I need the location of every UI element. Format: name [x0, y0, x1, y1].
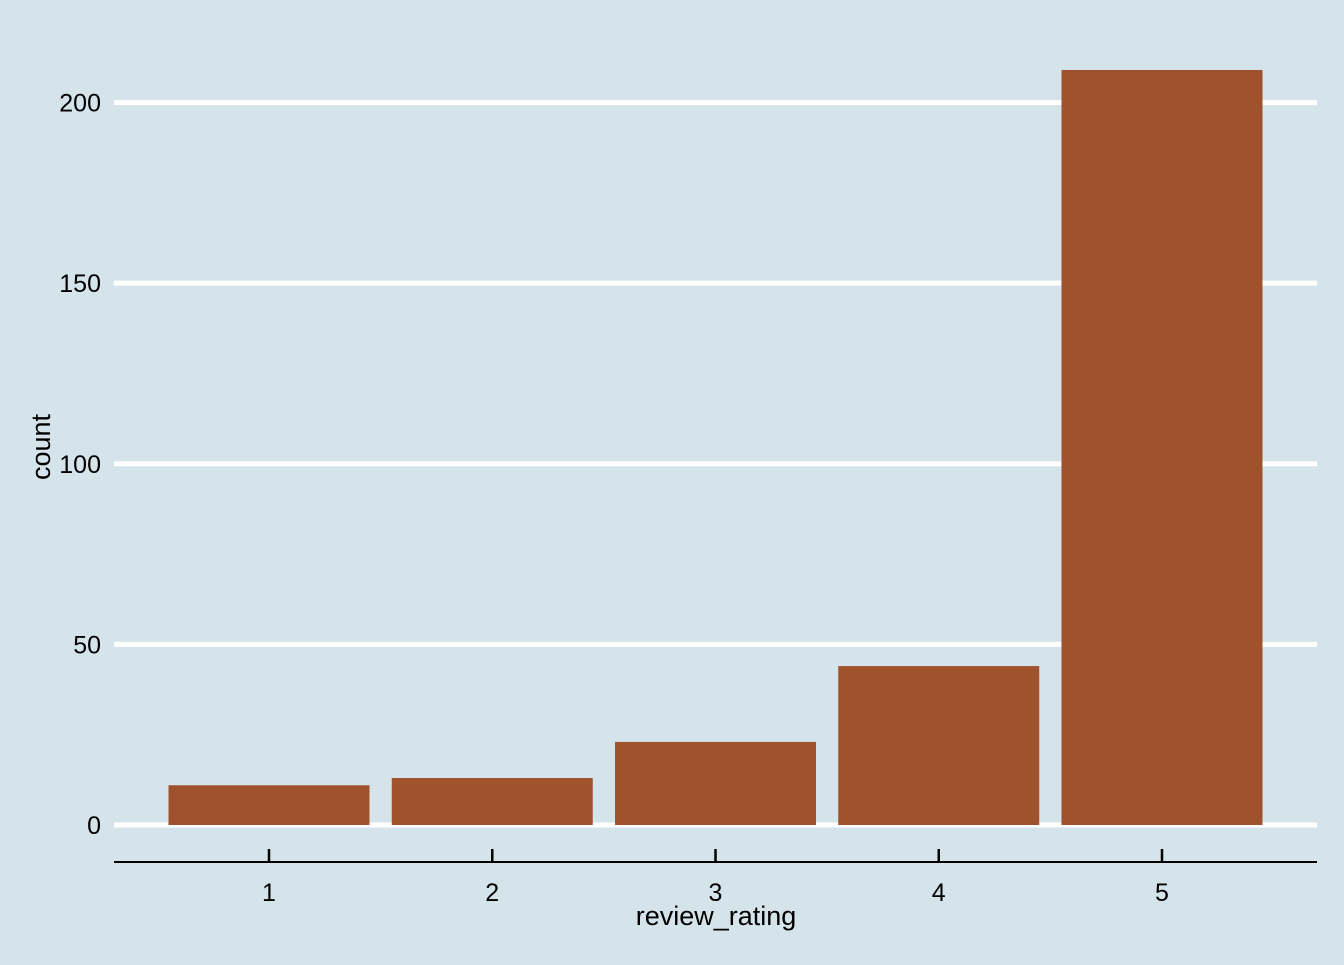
- bar-3: [615, 741, 816, 825]
- x-tick-label: 1: [262, 879, 276, 907]
- x-tick-label: 5: [1155, 879, 1169, 907]
- x-axis-title: review_rating: [636, 901, 797, 931]
- bar-4: [838, 666, 1040, 825]
- y-axis-ticks: 0 50 100 150 200: [59, 90, 101, 840]
- bar-5: [1061, 70, 1263, 825]
- y-tick-label: 0: [87, 812, 101, 840]
- bar-2: [391, 778, 593, 825]
- bar-1: [168, 785, 370, 825]
- x-tick-label: 3: [709, 879, 723, 907]
- y-tick-label: 100: [59, 451, 101, 479]
- y-axis-title: count: [26, 413, 56, 480]
- y-tick-label: 200: [59, 90, 101, 118]
- y-tick-label: 150: [59, 270, 101, 298]
- bars: [168, 70, 1263, 825]
- x-axis-ticks: 1 2 3 4 5: [262, 849, 1169, 907]
- y-tick-label: 50: [73, 631, 101, 659]
- x-tick-label: 4: [932, 879, 946, 907]
- x-tick-label: 2: [485, 879, 499, 907]
